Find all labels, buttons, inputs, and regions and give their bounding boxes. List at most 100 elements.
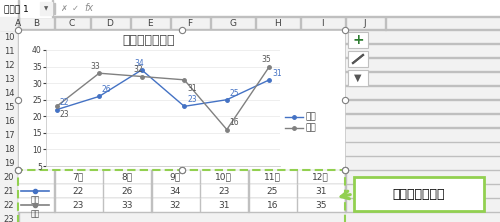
Bar bbox=[0, 44, 18, 58]
Line: 森下: 森下 bbox=[55, 65, 271, 131]
Text: 10月: 10月 bbox=[216, 172, 232, 182]
Text: 26: 26 bbox=[102, 85, 112, 94]
Bar bbox=[0, 17, 500, 30]
Bar bbox=[296, 184, 297, 198]
Bar bbox=[102, 184, 103, 198]
Bar bbox=[151, 170, 152, 184]
Bar bbox=[0, 127, 500, 128]
Bar bbox=[0, 17, 18, 30]
Bar bbox=[18, 170, 345, 222]
大沢 bbox=[138, 69, 144, 71]
Text: A: A bbox=[15, 19, 21, 28]
Text: 20: 20 bbox=[4, 172, 14, 182]
Text: ▼: ▼ bbox=[44, 6, 48, 11]
Text: データテーブル: データテーブル bbox=[393, 188, 446, 200]
Text: 森下: 森下 bbox=[30, 209, 40, 218]
Text: +: + bbox=[352, 33, 364, 47]
Bar bbox=[0, 141, 500, 142]
大沢 bbox=[54, 108, 60, 111]
Text: 12: 12 bbox=[4, 61, 14, 69]
Text: 7月: 7月 bbox=[72, 172, 84, 182]
Bar bbox=[296, 170, 297, 184]
森下 bbox=[224, 128, 230, 131]
Text: 23: 23 bbox=[60, 111, 69, 119]
Text: 23: 23 bbox=[187, 95, 196, 104]
Text: E: E bbox=[147, 19, 153, 28]
Text: ✗: ✗ bbox=[60, 4, 67, 13]
森下 bbox=[54, 105, 60, 108]
Text: 15: 15 bbox=[4, 103, 14, 111]
Bar bbox=[0, 155, 500, 156]
Bar bbox=[0, 100, 18, 114]
Bar bbox=[0, 0, 500, 17]
大沢 bbox=[224, 98, 230, 101]
Text: 31: 31 bbox=[315, 186, 326, 196]
Bar bbox=[0, 72, 18, 86]
Text: 19: 19 bbox=[4, 159, 14, 168]
Bar bbox=[345, 198, 346, 212]
Bar bbox=[0, 128, 18, 142]
Text: 25: 25 bbox=[230, 89, 239, 97]
Bar bbox=[0, 114, 18, 128]
Text: fx: fx bbox=[84, 4, 93, 14]
Text: グラフタイトル: グラフタイトル bbox=[123, 34, 176, 48]
Text: 13: 13 bbox=[4, 75, 15, 83]
Bar bbox=[40, 2, 52, 15]
Text: 大沢: 大沢 bbox=[306, 113, 317, 122]
Text: グラフ 1: グラフ 1 bbox=[4, 4, 29, 13]
Text: 23: 23 bbox=[72, 200, 84, 210]
大沢 bbox=[266, 79, 272, 81]
Bar bbox=[151, 198, 152, 212]
Bar bbox=[18, 184, 345, 198]
Bar bbox=[0, 212, 18, 222]
Bar bbox=[345, 170, 346, 184]
Text: 12月: 12月 bbox=[312, 172, 329, 182]
Bar bbox=[0, 184, 18, 198]
Text: 35: 35 bbox=[315, 200, 326, 210]
Text: H: H bbox=[274, 19, 281, 28]
Bar bbox=[0, 142, 18, 156]
Bar bbox=[18, 198, 345, 212]
Bar bbox=[0, 170, 18, 184]
Text: ✓: ✓ bbox=[72, 4, 79, 13]
Bar bbox=[348, 70, 368, 86]
Bar bbox=[0, 16, 500, 17]
Text: 14: 14 bbox=[4, 89, 14, 97]
Bar bbox=[0, 30, 18, 44]
Text: 34: 34 bbox=[170, 186, 181, 196]
Text: 森下: 森下 bbox=[306, 124, 317, 133]
Text: 25: 25 bbox=[266, 186, 278, 196]
Text: 18: 18 bbox=[4, 145, 15, 153]
Text: 16: 16 bbox=[266, 200, 278, 210]
Text: D: D bbox=[106, 19, 114, 28]
Text: 22: 22 bbox=[60, 99, 69, 107]
Text: 21: 21 bbox=[4, 186, 14, 196]
Text: 33: 33 bbox=[91, 62, 101, 71]
Bar bbox=[0, 156, 18, 170]
Text: 34: 34 bbox=[135, 59, 144, 68]
森下 bbox=[182, 79, 188, 81]
Text: 22: 22 bbox=[4, 200, 14, 210]
FancyArrowPatch shape bbox=[341, 191, 350, 199]
Text: F: F bbox=[188, 19, 192, 28]
Bar bbox=[348, 32, 368, 48]
大沢 bbox=[96, 95, 102, 98]
Text: 26: 26 bbox=[121, 186, 132, 196]
Bar bbox=[102, 170, 103, 184]
Text: J: J bbox=[364, 19, 366, 28]
Bar bbox=[0, 0, 52, 17]
Bar bbox=[255, 17, 256, 30]
FancyBboxPatch shape bbox=[354, 177, 484, 211]
Text: B: B bbox=[33, 19, 39, 28]
森下 bbox=[96, 72, 102, 75]
森下 bbox=[138, 75, 144, 78]
Text: 35: 35 bbox=[261, 56, 271, 64]
Bar bbox=[18, 30, 345, 170]
Text: 22: 22 bbox=[72, 186, 84, 196]
Text: G: G bbox=[229, 19, 236, 28]
Bar bbox=[0, 99, 500, 100]
大沢 bbox=[182, 105, 188, 108]
Text: 8月: 8月 bbox=[121, 172, 132, 182]
Bar bbox=[0, 113, 500, 114]
Text: 33: 33 bbox=[121, 200, 132, 210]
